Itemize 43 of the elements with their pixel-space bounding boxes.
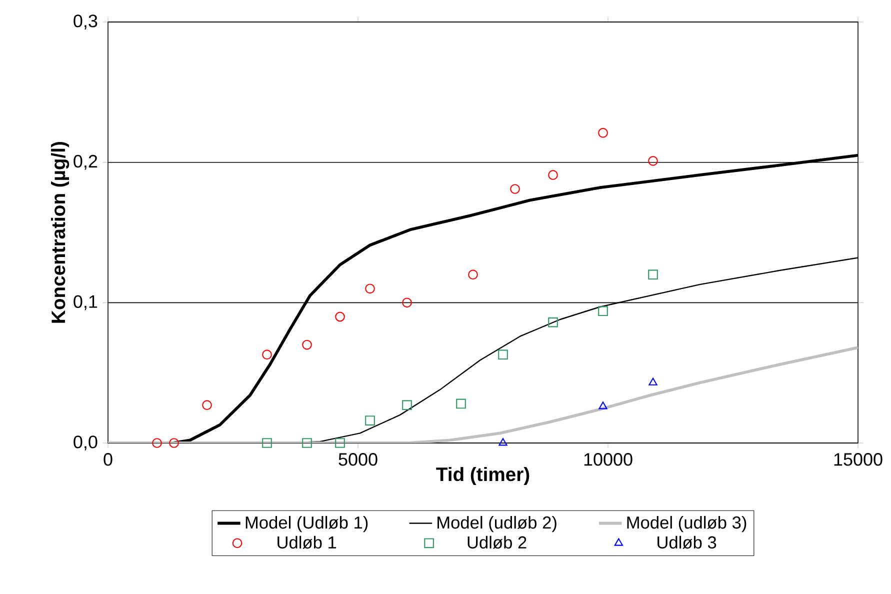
y-tick-label: 0,0 — [74, 436, 98, 450]
point — [498, 350, 508, 360]
point — [152, 438, 162, 448]
x-tick-label: 10000 — [584, 453, 632, 466]
point — [648, 270, 658, 280]
point — [302, 438, 312, 448]
point — [365, 284, 375, 294]
legend-label: Udløb 1 — [278, 536, 336, 549]
point — [468, 270, 478, 280]
point — [548, 317, 558, 328]
point — [598, 128, 608, 138]
point — [510, 184, 520, 194]
legend-label: Model (udløb 3) — [627, 516, 746, 532]
y-tick-label: 0,2 — [74, 154, 98, 170]
point — [365, 416, 375, 426]
point — [335, 438, 345, 448]
x-tick-label: 5000 — [338, 453, 378, 466]
point — [456, 398, 466, 409]
point — [402, 400, 412, 410]
legend-label: Udløb 3 — [658, 536, 716, 549]
y-tick-label: 0,3 — [74, 14, 98, 30]
point — [648, 156, 658, 166]
point — [262, 438, 272, 448]
point — [648, 378, 658, 386]
point — [498, 438, 508, 446]
y-axis-title: Koncentration (µg/l) — [51, 142, 70, 323]
legend-label: Model (Udløb 1) — [246, 516, 368, 532]
point — [598, 306, 608, 316]
x-axis-title: Tid (timer) — [436, 466, 530, 485]
point — [202, 400, 212, 410]
point — [302, 340, 312, 350]
x-tick-label: 15000 — [834, 453, 882, 466]
point — [262, 350, 272, 360]
point — [402, 298, 412, 308]
point — [548, 170, 558, 180]
legend-label: Model (udløb 2) — [438, 516, 556, 532]
line-series — [108, 346, 858, 444]
legend-label: Udløb 2 — [468, 536, 526, 549]
point — [335, 312, 345, 322]
point — [598, 402, 608, 410]
x-tick-label: 0 — [104, 453, 112, 466]
point — [169, 438, 179, 448]
y-tick-label: 0,1 — [74, 295, 98, 310]
